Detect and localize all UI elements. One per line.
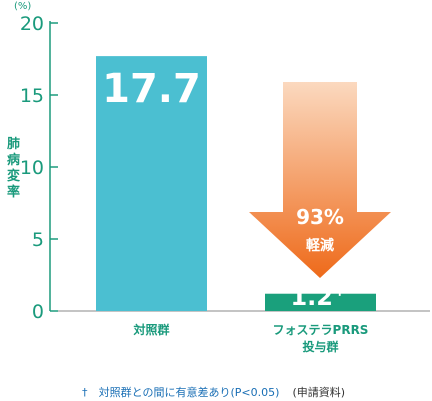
arrow-shape (249, 82, 391, 278)
category-label: 投与群 (302, 339, 338, 354)
footnote-mark: † (82, 386, 88, 399)
category-label: 対照群 (132, 322, 169, 337)
bars: 17.71.2 † (96, 56, 376, 312)
dagger-mark: † (337, 285, 343, 298)
y-tick-label: 0 (32, 301, 44, 323)
bar (265, 293, 376, 311)
y-tick-label: 5 (32, 229, 44, 251)
category-labels: 対照群 フォステラPRRS 投与群 (132, 322, 368, 354)
y-ticks: 0 5 10 15 20 (20, 13, 58, 323)
footnote-text: 対照群との間に有意差あり(P<0.05) (99, 385, 280, 399)
reduction-arrow: 93% 軽減 (249, 82, 391, 278)
y-axis-label-char: 肺 (7, 136, 20, 152)
reduction-percent: 93% (296, 205, 344, 229)
y-axis-label: 肺病変率 (7, 136, 20, 200)
y-axis-label-char: 率 (7, 184, 20, 200)
bar-value-label: 17.7 (102, 66, 201, 112)
y-axis-label-char: 病 (7, 152, 20, 168)
footnote-source: (申請資料) (293, 385, 346, 399)
y-axis-label-char: 変 (7, 168, 20, 184)
y-tick-label: 10 (20, 157, 44, 179)
category-label: フォステラPRRS (273, 323, 369, 337)
y-unit-label: (%) (14, 1, 31, 12)
y-tick-label: 15 (20, 85, 44, 107)
reduction-text: 軽減 (306, 237, 334, 254)
y-tick-label: 20 (20, 13, 44, 35)
bar (96, 56, 207, 312)
footnote: † 対照群との間に有意差あり(P<0.05) (申請資料) (82, 381, 345, 400)
